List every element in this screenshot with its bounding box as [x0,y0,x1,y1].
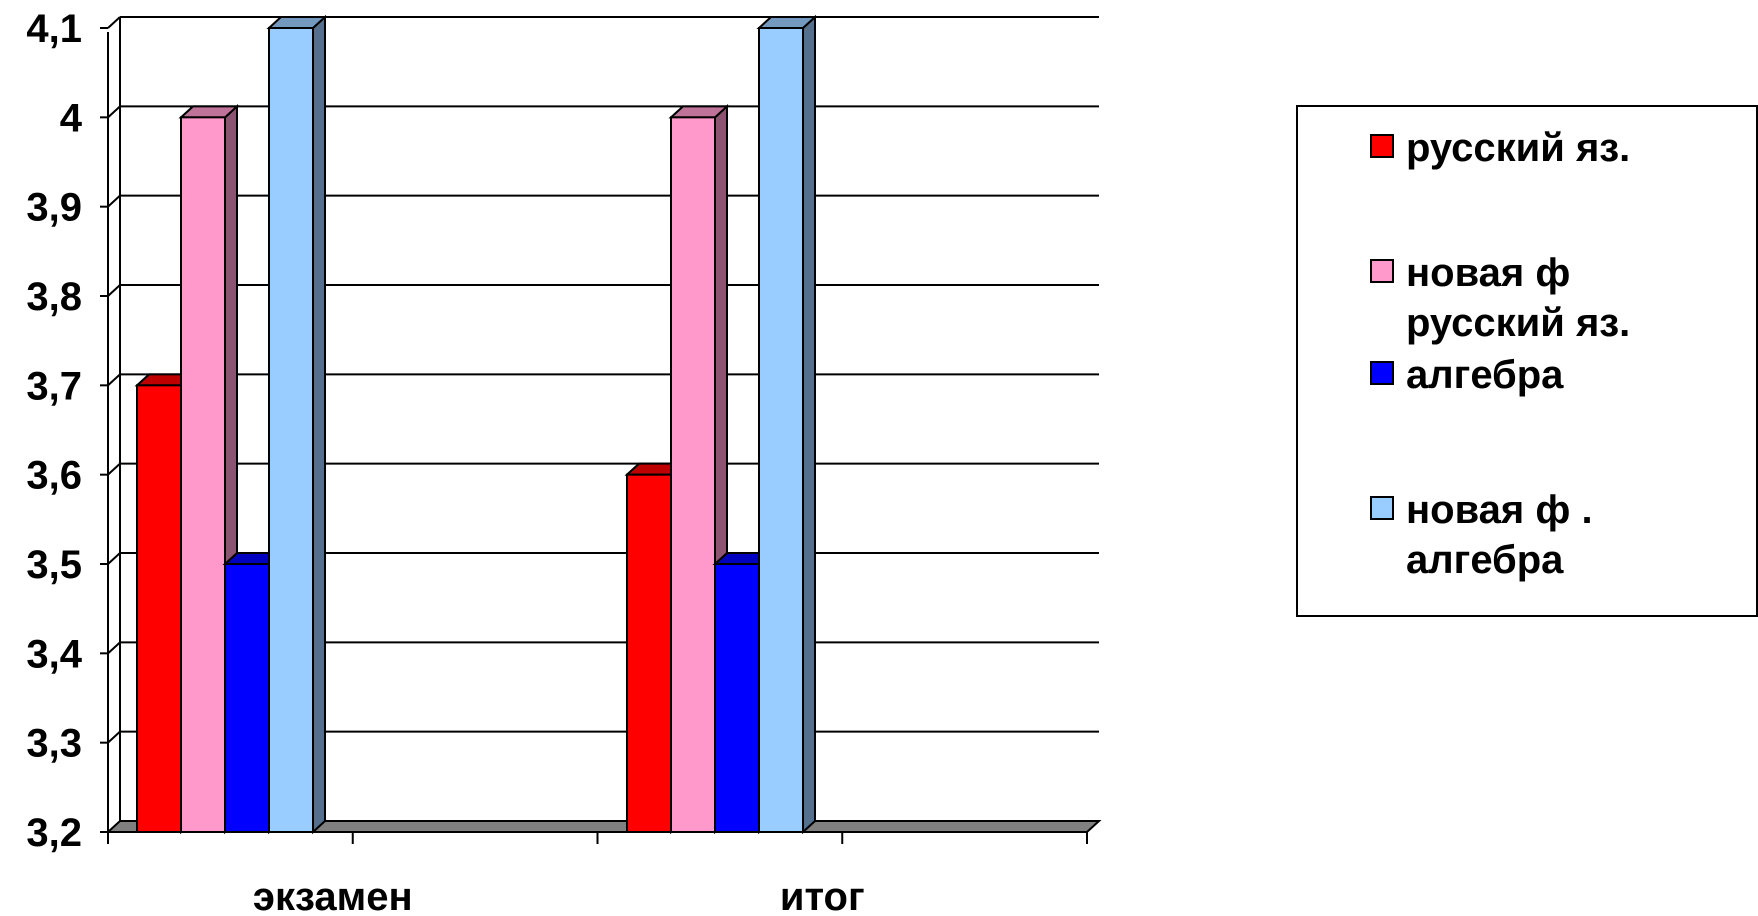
bar-front [714,563,760,833]
legend: русский яз. новая ф русский яз. алгебра … [1296,105,1758,617]
y-tick-label: 4 [60,96,83,140]
legend-label-2: новая ф русский яз. [1406,251,1631,345]
bar [756,14,818,835]
y-tick-label: 3,9 [26,186,82,230]
y-tick-label: 3,5 [26,543,82,587]
bar-front [758,27,804,833]
legend-swatch-1 [1370,134,1394,158]
legend-item-4: новая ф . алгебра [1370,485,1593,585]
gridline-depth [107,641,121,655]
bar-front [136,384,182,833]
gridline-depth [107,552,121,565]
y-tick-label: 3,3 [26,722,82,766]
legend-item-1: русский яз. [1370,123,1630,173]
gridline-depth [107,730,121,744]
x-category-label: экзамен [253,875,413,916]
gridline-depth [107,284,121,297]
gridline-depth [107,373,121,387]
gridline-depth [107,105,121,119]
legend-swatch-3 [1370,361,1394,385]
y-tick-label: 3,4 [26,632,82,676]
gridline-depth [107,16,121,29]
legend-label-3: алгебра [1406,353,1564,397]
gridline-depth [107,462,121,476]
bar-front [626,473,672,833]
bar-front [268,27,314,833]
bar-side [312,14,326,835]
legend-label-4: новая ф . алгебра [1406,488,1593,582]
gridline-depth [107,194,121,208]
y-tick-label: 3,8 [26,275,82,319]
y-tick-label: 3,7 [26,364,82,408]
category-labels: экзамен итог [253,875,865,916]
legend-label-1: русский яз. [1406,126,1631,170]
bars [134,14,818,835]
legend-swatch-2 [1370,259,1394,283]
bar-side [802,14,816,835]
y-tick-label: 3,2 [26,811,82,855]
bar-front [224,563,270,833]
bar-front [670,116,716,834]
legend-item-2: новая ф русский яз. [1370,248,1630,348]
y-tick-label: 3,6 [26,454,82,498]
y-tick-labels: 3,2 3,3 3,4 3,5 3,6 3,7 3,8 3,9 4 4,1 [26,7,82,855]
legend-item-3: алгебра [1370,350,1563,400]
y-tick-label: 4,1 [26,7,82,51]
x-category-label: итог [780,875,865,916]
bar [266,14,328,835]
bar-front [180,116,226,834]
legend-swatch-4 [1370,496,1394,520]
